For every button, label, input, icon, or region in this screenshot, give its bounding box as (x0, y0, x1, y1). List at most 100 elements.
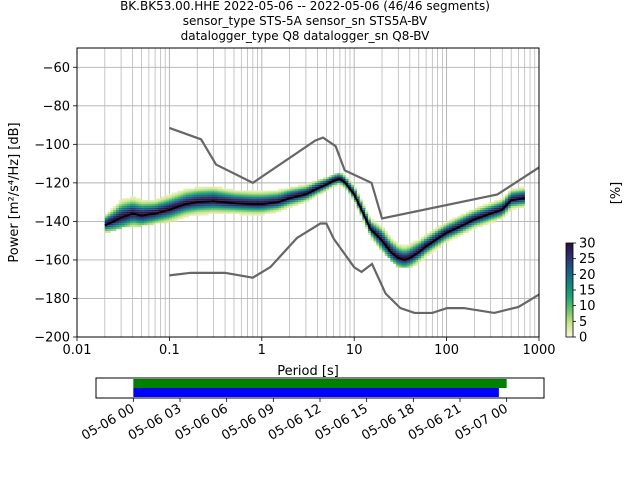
density-cell (191, 213, 195, 216)
density-cell (286, 194, 290, 197)
density-cell (465, 225, 469, 228)
density-cell (135, 223, 139, 226)
density-cell (398, 256, 402, 259)
density-cell (275, 205, 279, 208)
density-cell (356, 196, 360, 199)
density-cell (250, 198, 254, 201)
density-cell (208, 205, 212, 208)
density-cell (502, 202, 506, 205)
density-cell (482, 209, 486, 212)
density-cell (219, 192, 223, 195)
timeline-tick-label: 05-07 00 (453, 401, 511, 443)
density-cell (205, 213, 209, 216)
density-cell (227, 192, 232, 195)
density-cell (370, 238, 374, 241)
density-cell (365, 225, 369, 228)
density-cell (116, 207, 120, 210)
density-cell (376, 244, 380, 247)
density-cell (124, 213, 128, 216)
density-cell (488, 215, 492, 218)
colorbar-tick-label: 25 (579, 252, 596, 267)
density-cell (138, 207, 142, 210)
density-cell (460, 219, 464, 222)
density-cell (255, 207, 260, 210)
density-cell (253, 196, 257, 199)
density-cell (130, 200, 134, 203)
density-cell (132, 196, 136, 199)
density-cell (185, 200, 190, 203)
timeline-bars (133, 379, 507, 397)
density-cell (272, 204, 276, 206)
density-cell (216, 204, 220, 206)
density-cell (393, 261, 397, 264)
density-cell (328, 177, 332, 180)
density-cell (183, 198, 187, 201)
density-cell (507, 194, 511, 197)
density-cell (253, 202, 257, 205)
density-cell (373, 229, 377, 232)
density-cell (471, 227, 475, 230)
density-cell (379, 246, 383, 249)
density-cell (160, 221, 164, 224)
density-cell (415, 242, 419, 245)
density-cell (144, 219, 148, 222)
density-cell (485, 221, 489, 224)
density-cell (435, 231, 439, 233)
density-cell (348, 184, 352, 187)
density-cell (451, 234, 456, 237)
density-cell (289, 190, 293, 193)
density-cell (244, 204, 248, 206)
density-cell (435, 244, 439, 247)
density-cell (465, 229, 469, 232)
density-cell (297, 200, 302, 203)
density-cell (485, 217, 489, 220)
density-cell (132, 217, 136, 220)
density-cell (191, 194, 195, 197)
density-cell (197, 204, 201, 206)
density-cell (278, 205, 282, 208)
density-cell (171, 196, 176, 199)
density-cell (261, 198, 265, 201)
density-cell (275, 190, 279, 193)
colorbar-tick-label: 10 (579, 299, 596, 314)
density-cell (348, 192, 352, 195)
density-cell (132, 211, 136, 214)
density-cell (247, 207, 251, 210)
density-cell (362, 211, 366, 214)
density-cell (185, 213, 190, 216)
density-cell (306, 198, 310, 201)
density-cell (149, 219, 153, 222)
density-cell (513, 194, 517, 197)
density-cell (325, 188, 330, 191)
density-cell (457, 231, 461, 233)
density-cell (258, 192, 262, 195)
density-cell (510, 207, 514, 210)
density-cell (479, 223, 483, 226)
density-cell (384, 252, 388, 255)
density-cell (303, 190, 307, 193)
density-cell (395, 250, 400, 253)
density-cell (449, 232, 453, 235)
density-cell (432, 236, 436, 239)
density-cell (306, 196, 310, 199)
density-cell (149, 217, 153, 220)
density-cell (255, 205, 260, 208)
density-cell (393, 250, 397, 253)
density-cell (454, 234, 458, 237)
density-cell (376, 227, 380, 230)
density-cell (188, 188, 192, 191)
density-cell (331, 175, 335, 178)
density-cell (160, 219, 164, 222)
density-cell (404, 261, 408, 264)
density-cell (384, 231, 388, 233)
density-cell (320, 182, 324, 185)
density-cell (141, 205, 145, 208)
density-cell (367, 229, 372, 232)
density-cell (421, 246, 425, 249)
density-cell (146, 205, 150, 208)
density-cell (146, 202, 150, 205)
density-cell (188, 204, 192, 206)
density-cell (216, 192, 220, 195)
colorbar-label: [%] (609, 182, 624, 205)
density-cell (213, 190, 218, 193)
